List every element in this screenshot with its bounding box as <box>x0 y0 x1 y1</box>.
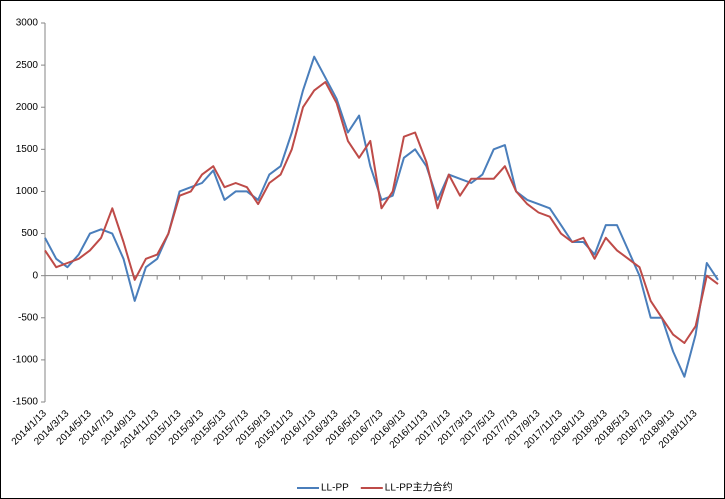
y-tick-label: -1000 <box>12 355 38 366</box>
legend-label: LL-PP <box>321 483 349 494</box>
y-tick-label: 2000 <box>16 102 39 113</box>
series-line <box>44 55 719 378</box>
y-tick-label: 2500 <box>16 60 39 71</box>
y-tick-label: 1000 <box>16 186 39 197</box>
y-tick-label: 1500 <box>16 144 39 155</box>
series-line <box>44 81 719 344</box>
y-tick-label: 3000 <box>16 18 39 29</box>
legend-label: LL-PP主力合约 <box>385 481 453 494</box>
y-tick-label: -1500 <box>12 397 38 408</box>
y-tick-label: 0 <box>32 270 38 281</box>
y-tick-label: -500 <box>18 312 38 323</box>
y-tick-label: 500 <box>21 228 38 239</box>
